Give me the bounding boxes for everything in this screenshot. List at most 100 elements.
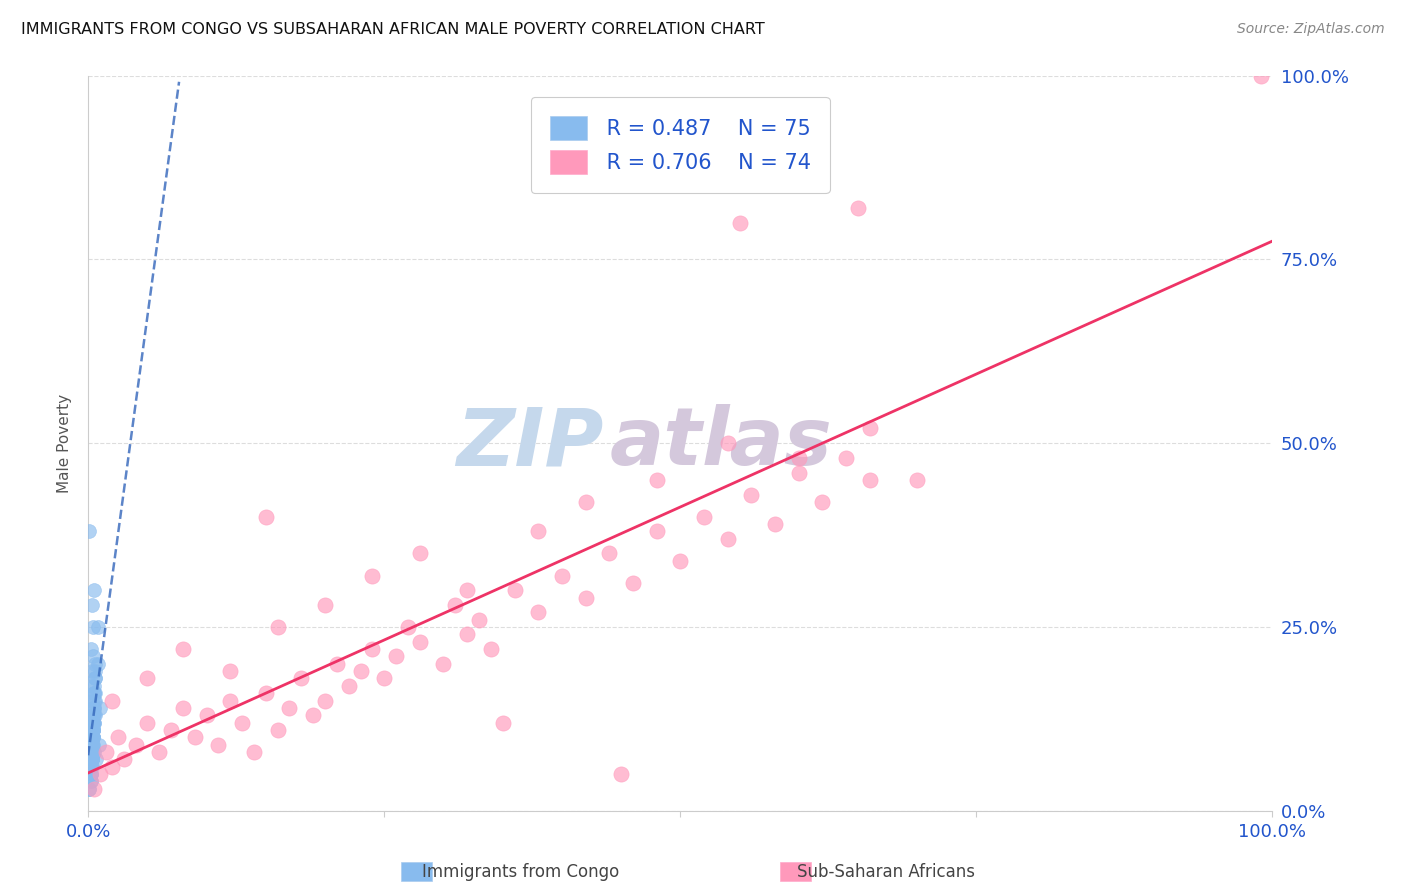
Point <box>79 524 101 539</box>
Point <box>598 546 620 560</box>
Point <box>337 679 360 693</box>
Point <box>574 591 596 605</box>
Point <box>172 642 194 657</box>
Point <box>82 723 104 737</box>
Point <box>89 767 111 781</box>
Point <box>80 752 103 766</box>
Point <box>84 686 107 700</box>
Point <box>80 745 103 759</box>
Point <box>184 731 207 745</box>
Text: IMMIGRANTS FROM CONGO VS SUBSAHARAN AFRICAN MALE POVERTY CORRELATION CHART: IMMIGRANTS FROM CONGO VS SUBSAHARAN AFRI… <box>21 22 765 37</box>
Point <box>101 760 124 774</box>
Point <box>503 583 526 598</box>
Point <box>846 201 869 215</box>
Point <box>479 642 502 657</box>
Point <box>80 738 103 752</box>
Point <box>80 679 103 693</box>
Point <box>373 672 395 686</box>
Y-axis label: Male Poverty: Male Poverty <box>58 393 72 492</box>
Point <box>83 745 105 759</box>
Point <box>231 715 253 730</box>
Point <box>468 613 491 627</box>
Point <box>80 738 103 752</box>
Point <box>80 738 103 752</box>
Point <box>84 672 107 686</box>
Point <box>787 450 810 465</box>
Point <box>80 745 103 759</box>
Point <box>243 745 266 759</box>
Point <box>112 752 135 766</box>
Point <box>82 731 104 745</box>
Text: atlas: atlas <box>609 404 832 483</box>
Point <box>80 598 103 612</box>
Point <box>740 488 762 502</box>
Text: ZIP: ZIP <box>456 404 603 483</box>
Point <box>811 495 834 509</box>
Point <box>302 708 325 723</box>
Point <box>79 774 101 789</box>
Point <box>409 546 432 560</box>
Point <box>80 752 103 766</box>
Point <box>621 575 644 590</box>
Point <box>83 701 105 715</box>
Point <box>82 723 104 737</box>
Point <box>84 693 107 707</box>
Point <box>763 517 786 532</box>
Point <box>148 745 170 759</box>
Point <box>87 738 110 752</box>
Point <box>83 781 105 796</box>
Point <box>669 554 692 568</box>
Point <box>82 715 104 730</box>
Point <box>80 745 103 759</box>
Point <box>79 781 101 796</box>
Point <box>107 731 129 745</box>
Point <box>527 524 550 539</box>
Point <box>314 693 336 707</box>
Point <box>79 731 101 745</box>
Point <box>136 672 159 686</box>
Point <box>82 701 104 715</box>
Point <box>456 583 478 598</box>
Point <box>717 532 740 546</box>
Point <box>693 509 716 524</box>
Point <box>160 723 183 737</box>
Point <box>207 738 229 752</box>
Point <box>80 752 103 766</box>
Point <box>83 583 105 598</box>
Point <box>82 715 104 730</box>
Point <box>84 672 107 686</box>
Point <box>527 605 550 619</box>
Point <box>83 715 105 730</box>
Text: Source: ZipAtlas.com: Source: ZipAtlas.com <box>1237 22 1385 37</box>
Point <box>83 686 105 700</box>
Point <box>80 738 103 752</box>
Point <box>82 738 104 752</box>
Point <box>361 568 384 582</box>
Point <box>82 620 104 634</box>
Point <box>124 738 146 752</box>
Point <box>219 664 242 678</box>
Point <box>266 620 288 634</box>
Point <box>83 693 105 707</box>
Text: Sub-Saharan Africans: Sub-Saharan Africans <box>797 863 974 881</box>
Point <box>254 509 277 524</box>
Point <box>82 731 104 745</box>
Point <box>219 693 242 707</box>
Point <box>86 752 108 766</box>
Point <box>396 620 419 634</box>
Point <box>83 679 105 693</box>
Point <box>82 723 104 737</box>
Point <box>859 421 882 435</box>
Point <box>80 752 103 766</box>
Point <box>79 642 101 657</box>
Point <box>101 693 124 707</box>
Point <box>82 723 104 737</box>
Point <box>82 731 104 745</box>
Point <box>80 752 103 766</box>
Point <box>84 664 107 678</box>
Point <box>86 657 108 671</box>
Point <box>254 686 277 700</box>
Point <box>79 767 101 781</box>
Point <box>172 701 194 715</box>
Point <box>787 466 810 480</box>
